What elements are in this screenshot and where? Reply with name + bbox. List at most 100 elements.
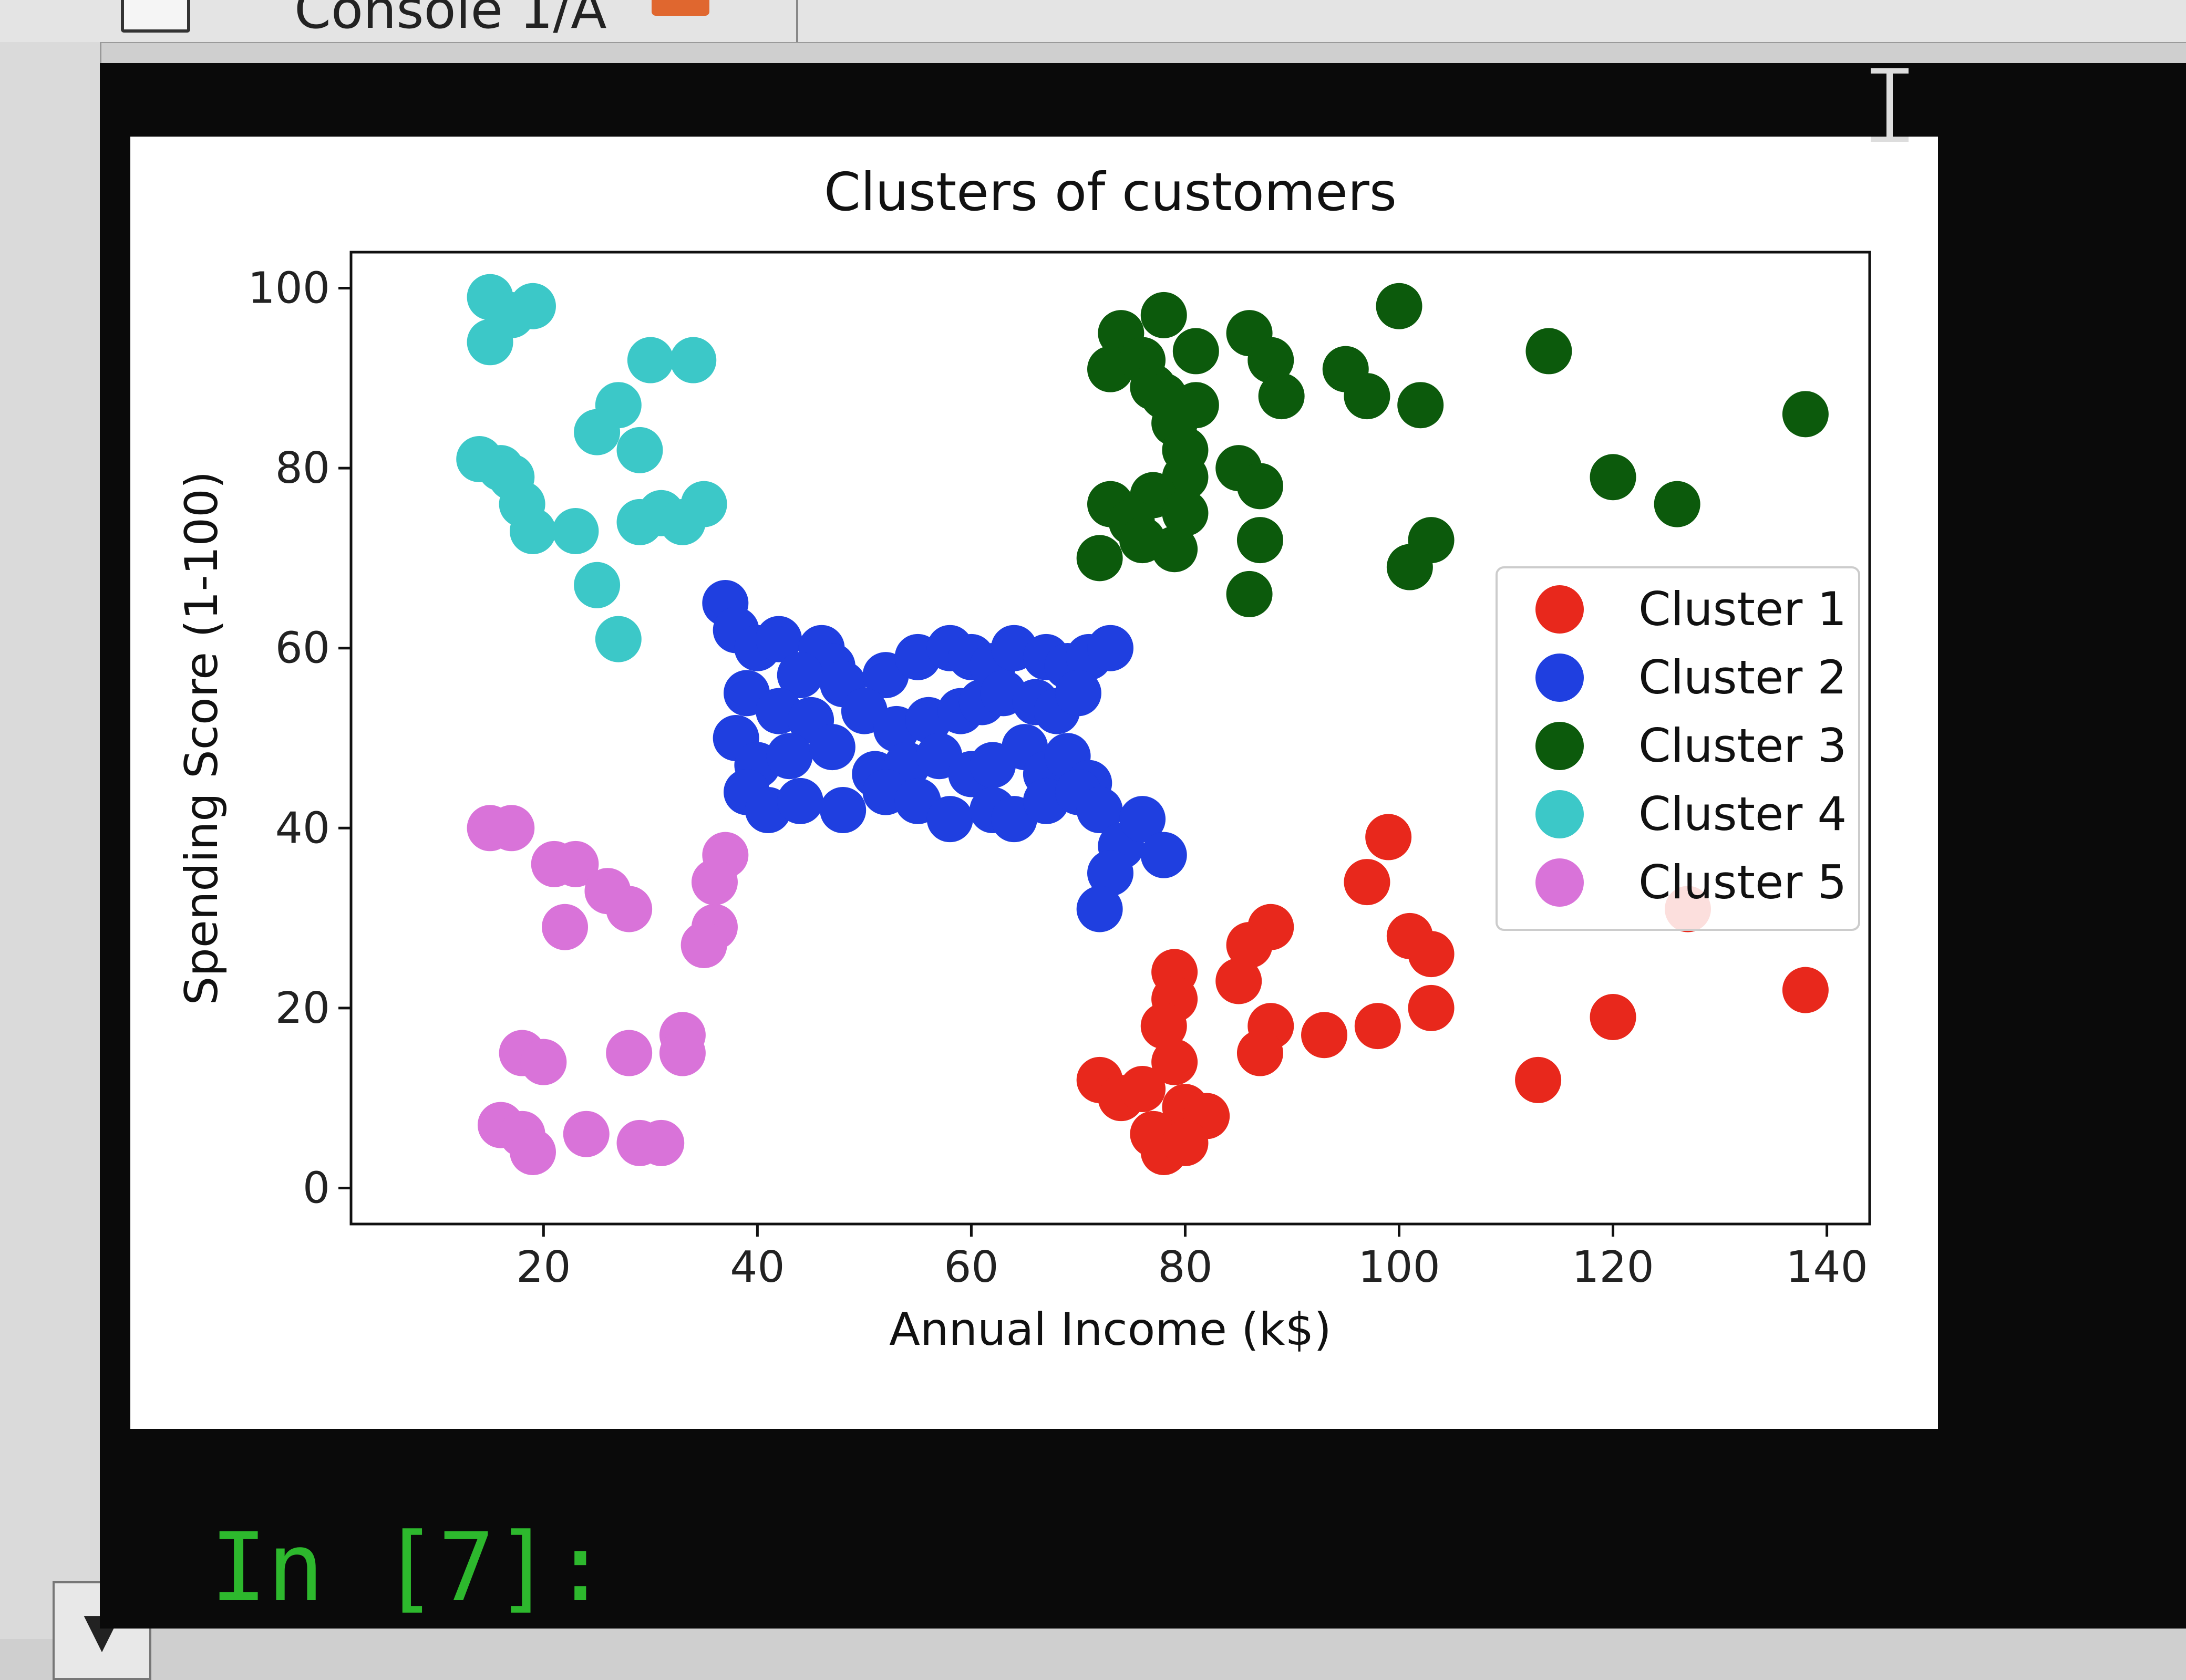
legend-label: Cluster 5	[1638, 855, 1847, 909]
legend-marker	[1535, 858, 1584, 907]
data-point	[926, 796, 973, 843]
data-point	[488, 805, 535, 852]
data-point	[1172, 328, 1219, 375]
data-point	[627, 337, 674, 383]
series-cluster-2	[702, 580, 1187, 932]
data-point	[1782, 391, 1829, 438]
legend-marker	[1535, 722, 1584, 770]
console-tab-icon[interactable]	[121, 0, 190, 33]
data-point	[1140, 292, 1187, 338]
text-cursor-icon	[1871, 68, 1909, 142]
data-point	[1236, 463, 1283, 510]
data-point	[1236, 517, 1283, 564]
data-point	[1226, 921, 1273, 968]
data-point	[1140, 832, 1187, 878]
legend-label: Cluster 1	[1638, 582, 1847, 636]
data-point	[1654, 481, 1700, 527]
console-tab-bar: Console 1/A	[0, 0, 2186, 43]
data-point	[1525, 328, 1572, 375]
scatter-chart: Clusters of customers 20 40 60 80 100 120 140 0 2…	[176, 161, 1871, 1356]
data-point	[595, 616, 642, 662]
tab-close-icon[interactable]	[652, 0, 709, 16]
legend-label: Cluster 3	[1638, 719, 1847, 773]
left-panel: ▼	[0, 42, 151, 1680]
data-point	[574, 562, 621, 608]
data-point	[509, 283, 556, 329]
data-point	[1344, 859, 1390, 906]
y-tick-label: 80	[275, 443, 330, 493]
data-point	[638, 1119, 685, 1166]
data-point	[1236, 1030, 1283, 1076]
x-tick-label: 40	[730, 1242, 785, 1292]
data-point	[1087, 625, 1133, 671]
data-point	[1258, 373, 1305, 420]
data-point	[1376, 283, 1422, 329]
data-point	[1408, 984, 1455, 1031]
data-point	[1162, 490, 1209, 536]
x-tick-label: 80	[1158, 1242, 1212, 1292]
legend-box	[1496, 566, 1860, 931]
series-cluster-5	[467, 805, 749, 1175]
data-point	[1397, 382, 1444, 429]
data-point	[1365, 814, 1412, 860]
y-tick-label: 40	[275, 803, 330, 853]
data-point	[1076, 886, 1123, 932]
y-axis-label: Spending Score (1-100)	[176, 471, 228, 1005]
data-point	[1087, 849, 1133, 896]
data-point	[680, 481, 727, 527]
data-point	[1140, 1003, 1187, 1050]
data-point	[574, 409, 621, 455]
legend-marker	[1535, 654, 1584, 702]
data-point	[820, 787, 867, 834]
data-point	[670, 337, 717, 383]
legend-marker	[1535, 585, 1584, 634]
data-point	[542, 904, 589, 950]
x-tick-label: 60	[944, 1242, 998, 1292]
data-point	[1344, 373, 1390, 420]
y-tick-label: 100	[248, 264, 330, 314]
data-point	[1076, 535, 1123, 582]
data-point	[1247, 337, 1294, 383]
data-point	[1408, 931, 1455, 978]
console-tab-label[interactable]: Console 1/A	[294, 0, 607, 40]
x-tick-label: 120	[1572, 1242, 1654, 1292]
y-tick-label: 60	[275, 624, 330, 673]
data-point	[659, 1030, 706, 1076]
data-point	[509, 508, 556, 555]
data-point	[1055, 670, 1101, 717]
data-point	[616, 427, 663, 473]
data-point	[766, 733, 813, 780]
data-point	[777, 652, 823, 699]
data-point	[1301, 1012, 1348, 1059]
data-point	[1119, 796, 1166, 843]
data-point	[606, 886, 653, 932]
data-point	[1386, 544, 1433, 590]
data-point	[552, 841, 599, 887]
x-tick-label: 100	[1358, 1242, 1440, 1292]
data-point	[756, 616, 802, 662]
tab-separator	[796, 0, 798, 42]
series-cluster-4	[456, 274, 727, 662]
plot-area-frame	[349, 251, 1871, 1226]
data-point	[1226, 571, 1273, 617]
data-point	[680, 921, 727, 968]
data-point	[1590, 454, 1636, 501]
data-point	[1151, 526, 1198, 573]
data-point	[563, 1111, 610, 1157]
data-point	[1162, 1119, 1209, 1166]
series-cluster-3	[1076, 283, 1829, 617]
console-prompt[interactable]: In [7]:	[210, 1513, 609, 1623]
plot-figure: Clusters of customers 20 40 60 80 100 120 140 0 2…	[130, 137, 1938, 1429]
data-point	[777, 777, 823, 824]
chart-title: Clusters of customers	[824, 161, 1397, 223]
data-point	[509, 1128, 556, 1175]
data-point	[809, 724, 855, 771]
x-axis-label: Annual Income (k$)	[889, 1303, 1332, 1356]
x-tick-label: 20	[516, 1242, 571, 1292]
data-point	[606, 1030, 653, 1076]
data-point	[1782, 967, 1829, 1013]
data-point	[520, 1039, 567, 1085]
legend-label: Cluster 4	[1638, 787, 1847, 841]
data-point	[691, 859, 738, 906]
data-point	[467, 319, 513, 366]
